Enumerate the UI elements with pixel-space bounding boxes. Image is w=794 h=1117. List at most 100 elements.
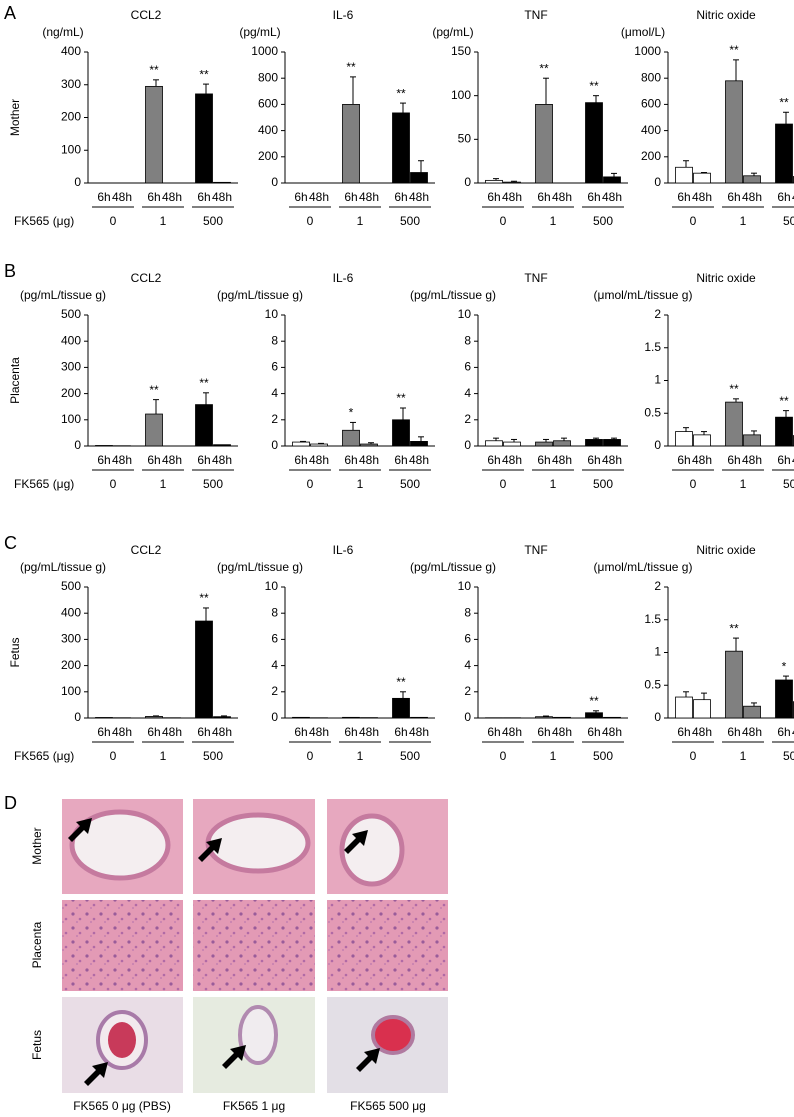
micrograph-detail (238, 1005, 278, 1065)
y-tick-label: 300 (61, 77, 81, 91)
histology-panel (62, 799, 448, 1093)
x-tick-label: 6h (727, 190, 740, 204)
bar (775, 416, 793, 447)
x-tick-label: 48h (162, 453, 182, 467)
y-tick-label: 300 (61, 360, 81, 374)
x-tick-label: 48h (309, 725, 329, 739)
x-tick-label: 6h (777, 190, 790, 204)
bar (342, 104, 360, 184)
bar (725, 80, 743, 184)
bar (213, 181, 231, 184)
y-tick-label: 2 (464, 412, 471, 426)
y-tick-label: 4 (464, 386, 471, 400)
group-label: 0 (110, 749, 117, 763)
y-tick-label: 4 (464, 658, 471, 672)
group-label: 500 (593, 749, 613, 763)
group-label: 0 (500, 214, 507, 228)
bar (292, 441, 310, 447)
group-label: 500 (400, 749, 420, 763)
significance: ** (396, 391, 406, 405)
micrograph (62, 900, 183, 991)
y-axis-label: (pg/mL/tissue g) (217, 560, 303, 574)
bar (503, 441, 521, 447)
y-axis-label: (pg/mL/tissue g) (410, 560, 496, 574)
caption: FK565 500 μg (350, 1099, 426, 1113)
x-tick-label: 48h (692, 725, 712, 739)
group-label: 500 (203, 214, 223, 228)
x-tick-label: 6h (394, 453, 407, 467)
chart-title: TNF (524, 543, 547, 557)
x-tick-label: 6h (677, 190, 690, 204)
panel-label: A (4, 3, 16, 23)
bar (535, 441, 553, 447)
x-tick-label: 48h (792, 453, 794, 467)
y-tick-label: 2 (654, 307, 661, 321)
x-tick-label: 6h (294, 190, 307, 204)
y-tick-label: 0 (464, 710, 471, 724)
x-tick-label: 48h (792, 725, 794, 739)
x-tick-label: 6h (394, 725, 407, 739)
x-tick-label: 6h (537, 190, 550, 204)
y-tick-label: 6 (271, 360, 278, 374)
x-tick-label: 6h (197, 725, 210, 739)
group-label: 1 (740, 477, 747, 491)
group-label: 0 (307, 477, 314, 491)
x-tick-label: 6h (777, 453, 790, 467)
bar (292, 716, 310, 719)
x-tick-label: 48h (552, 725, 572, 739)
x-tick-label: 48h (212, 725, 232, 739)
panel-label: C (4, 533, 17, 553)
y-tick-label: 4 (271, 658, 278, 672)
x-tick-label: 48h (502, 453, 522, 467)
x-tick-label: 6h (587, 725, 600, 739)
significance: ** (589, 79, 599, 93)
x-tick-label: 6h (147, 725, 160, 739)
x-tick-label: 48h (212, 453, 232, 467)
y-tick-label: 1000 (251, 44, 278, 58)
x-tick-label: 48h (692, 190, 712, 204)
significance: * (349, 406, 354, 420)
x-tick-label: 48h (359, 453, 379, 467)
group-label: 0 (690, 214, 697, 228)
bar (743, 175, 761, 184)
y-tick-label: 1 (654, 373, 661, 387)
group-label: 0 (110, 214, 117, 228)
y-tick-label: 0 (74, 710, 81, 724)
row-label: Fetus (8, 637, 22, 667)
significance: ** (396, 86, 406, 100)
bar (725, 650, 743, 719)
chart-title: IL-6 (333, 271, 354, 285)
group-label: 500 (400, 214, 420, 228)
bar (145, 413, 163, 447)
x-tick-label: 48h (112, 190, 132, 204)
chart-title: Nitric oxide (696, 271, 756, 285)
bar (213, 716, 231, 719)
y-tick-label: 50 (458, 132, 472, 146)
y-tick-label: 200 (641, 149, 661, 163)
y-tick-label: 0 (74, 438, 81, 452)
bar (603, 716, 621, 719)
x-tick-label: 48h (792, 190, 794, 204)
significance: ** (729, 621, 739, 635)
y-tick-label: 400 (61, 333, 81, 347)
group-label: 0 (307, 749, 314, 763)
y-tick-label: 800 (641, 70, 661, 84)
y-axis-label: (pg/mL) (432, 25, 473, 39)
chart-title: CCL2 (131, 8, 162, 22)
x-tick-label: 6h (487, 190, 500, 204)
y-axis-label: (μmol/L) (621, 25, 665, 39)
bar (535, 104, 553, 184)
y-axis-label: (pg/mL/tissue g) (20, 560, 106, 574)
bar (213, 444, 231, 447)
row-label: Fetus (30, 1030, 44, 1060)
x-tick-label: 48h (162, 725, 182, 739)
x-tick-label: 6h (344, 453, 357, 467)
y-tick-label: 8 (464, 333, 471, 347)
x-tick-label: 6h (97, 190, 110, 204)
x-tick-label: 48h (112, 453, 132, 467)
bar (195, 93, 213, 184)
y-axis-label: (pg/mL) (239, 25, 280, 39)
y-axis-label: (pg/mL/tissue g) (217, 288, 303, 302)
x-tick-label: 6h (537, 725, 550, 739)
y-tick-label: 200 (61, 110, 81, 124)
